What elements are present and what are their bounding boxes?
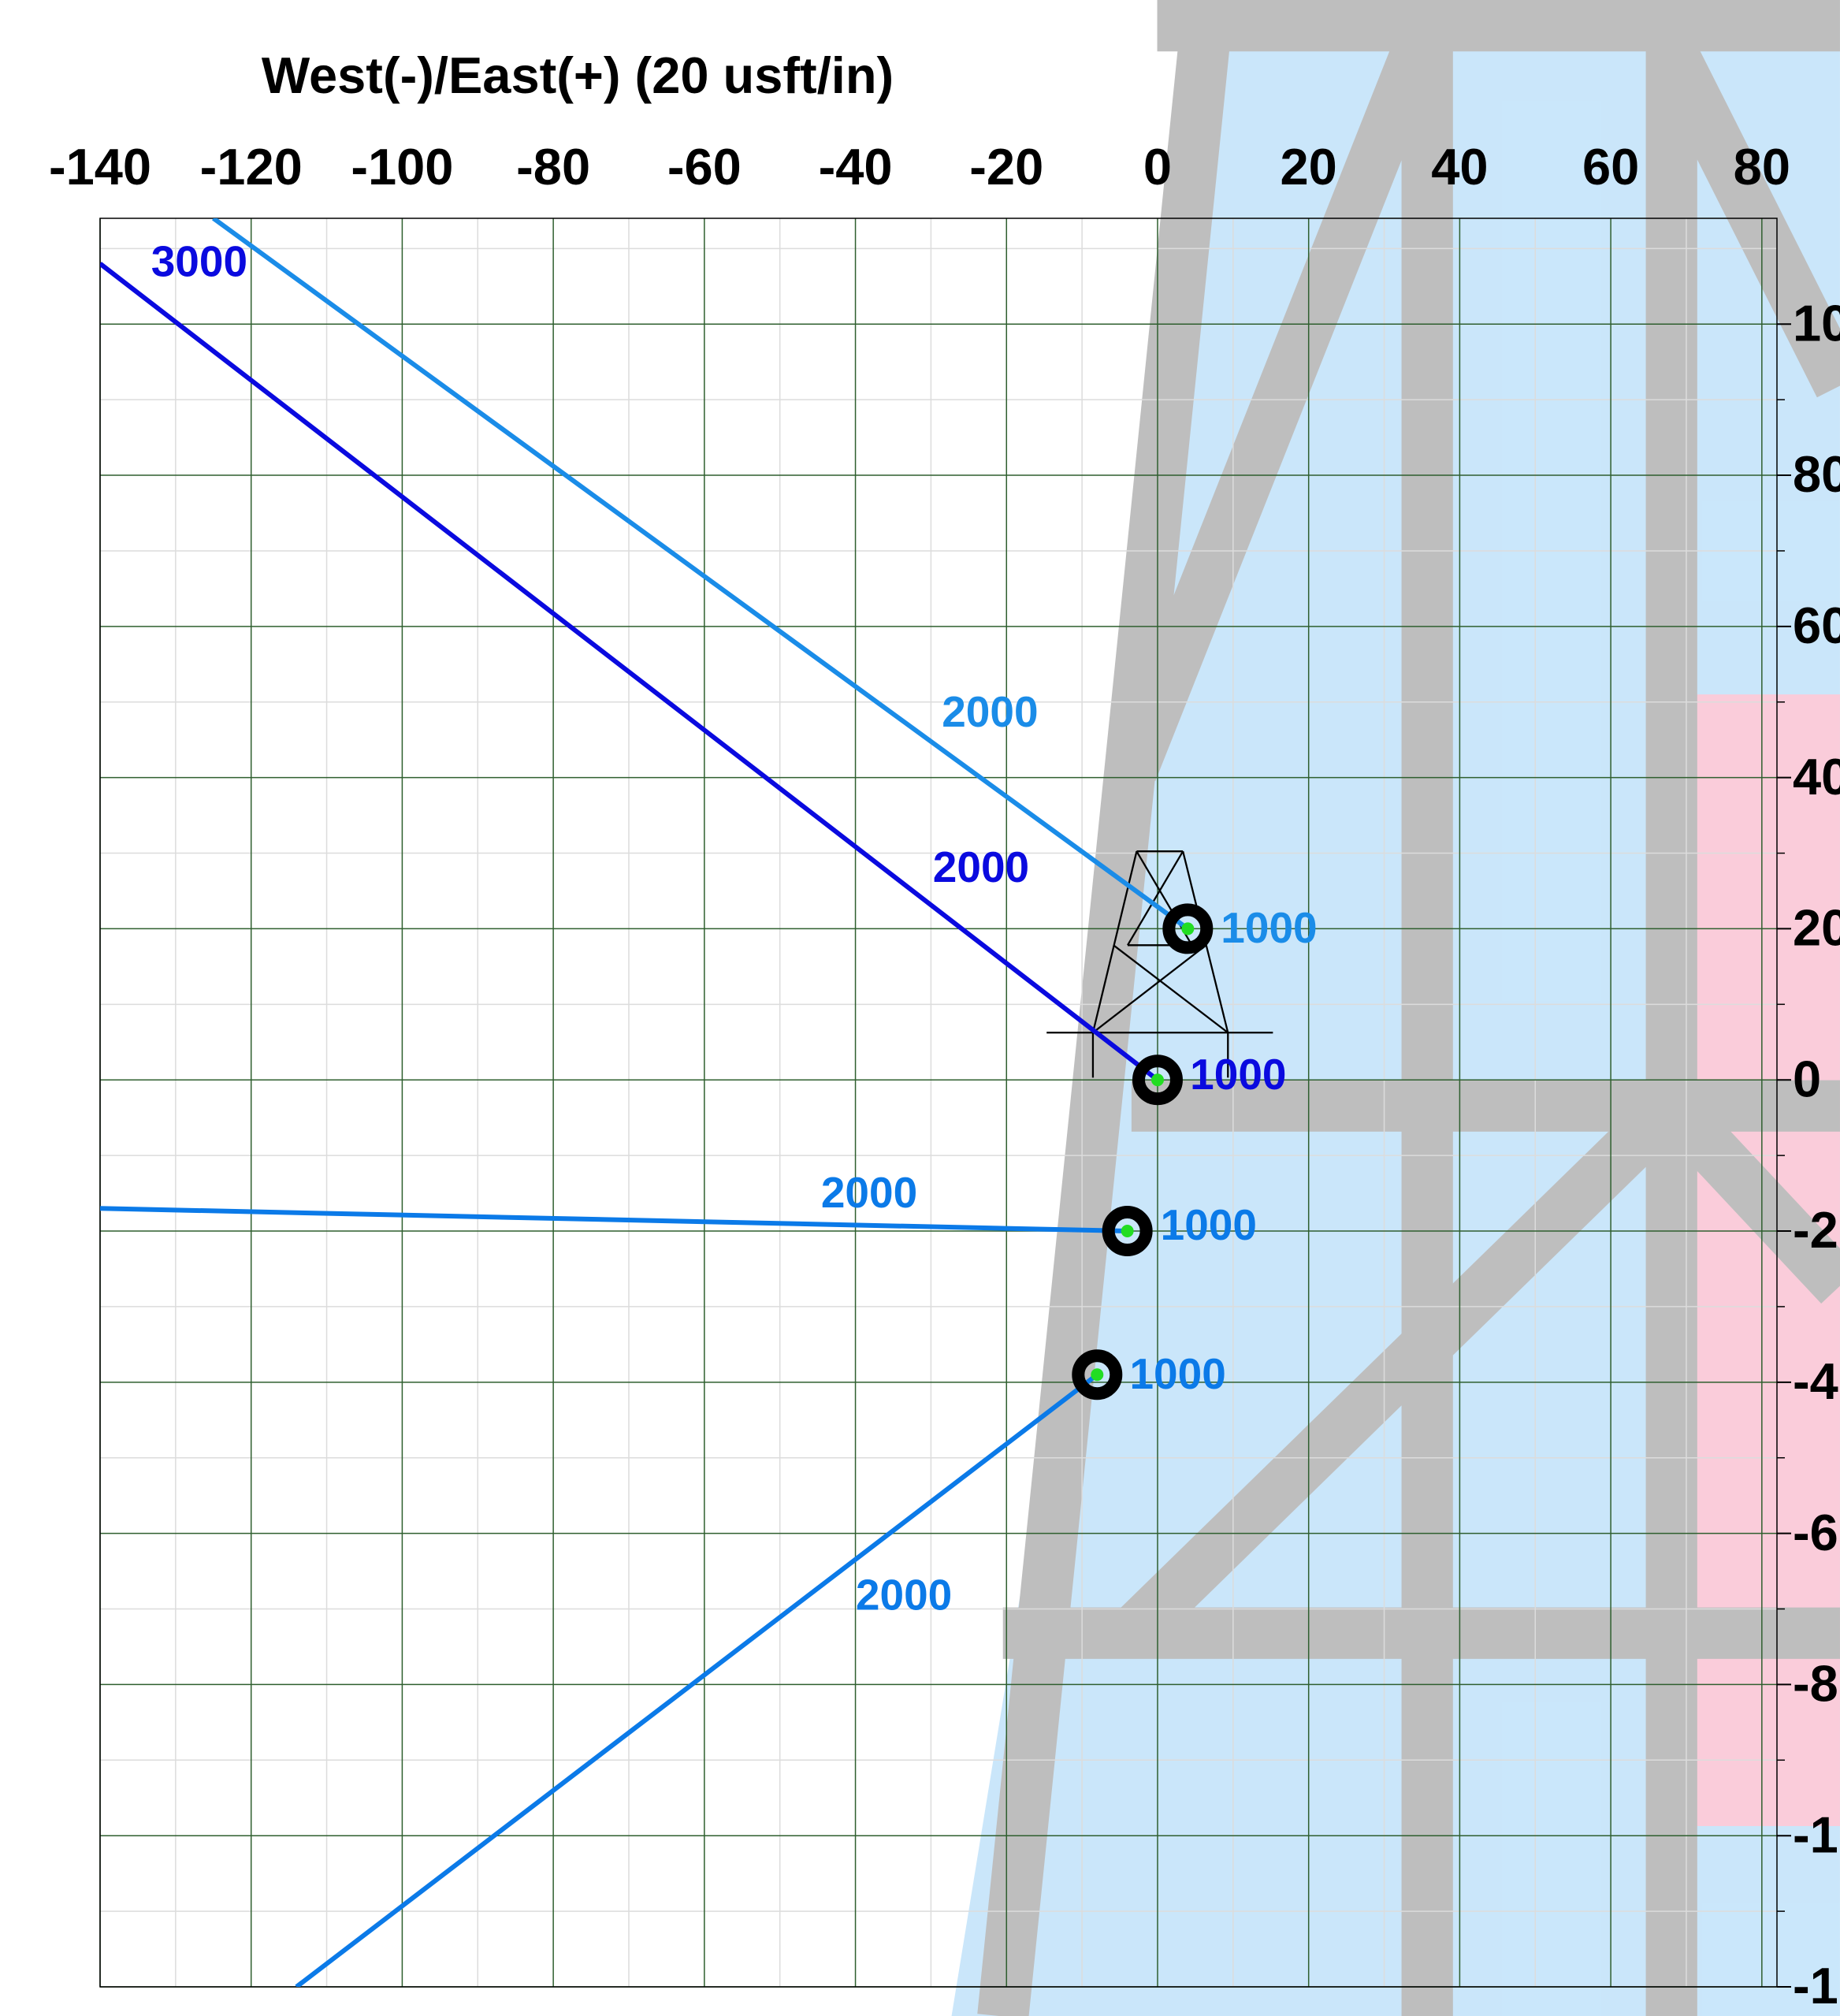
y-tick-label: 80 bbox=[1793, 445, 1840, 503]
x-tick-label: 20 bbox=[1281, 138, 1337, 195]
y-tick-label: -80 bbox=[1793, 1655, 1840, 1713]
y-tick-label: -40 bbox=[1793, 1352, 1840, 1410]
y-tick-label: 20 bbox=[1793, 899, 1840, 957]
x-tick-label: 40 bbox=[1431, 138, 1488, 195]
x-tick-label: 0 bbox=[1143, 138, 1172, 195]
traces bbox=[100, 218, 1190, 1987]
x-tick-label: -120 bbox=[200, 138, 303, 195]
well-marker bbox=[1132, 1054, 1183, 1106]
x-tick-label: 80 bbox=[1734, 138, 1790, 195]
depth-label: 1000 bbox=[1221, 903, 1317, 952]
chart-title: West(-)/East(+) (20 usft/in) bbox=[262, 46, 894, 104]
y-tick-label: 60 bbox=[1793, 597, 1840, 654]
background-image bbox=[951, 0, 1840, 2016]
depth-label: 2000 bbox=[821, 1168, 917, 1217]
y-tick-label: 100 bbox=[1793, 294, 1840, 351]
y-tick-label: -20 bbox=[1793, 1201, 1840, 1259]
well-marker bbox=[1162, 903, 1214, 954]
x-tick-label: -100 bbox=[351, 138, 453, 195]
depth-label: 2000 bbox=[942, 687, 1038, 736]
y-tick-label: -60 bbox=[1793, 1504, 1840, 1561]
depth-label: 1000 bbox=[1161, 1200, 1257, 1249]
x-tick-label: -60 bbox=[667, 138, 742, 195]
well-marker-center bbox=[1121, 1225, 1134, 1238]
well-marker-center bbox=[1181, 922, 1195, 935]
x-tick-label: 60 bbox=[1582, 138, 1639, 195]
plot-frame bbox=[99, 218, 1778, 1988]
depth-label: 1000 bbox=[1129, 1349, 1225, 1398]
well-trace bbox=[100, 262, 1159, 1082]
depth-label: 2000 bbox=[856, 1571, 952, 1620]
well-marker-center bbox=[1091, 1368, 1104, 1382]
x-tick-label: -80 bbox=[516, 138, 590, 195]
x-tick-label: -40 bbox=[819, 138, 893, 195]
x-tick-label: -140 bbox=[49, 138, 151, 195]
depth-label: 2000 bbox=[933, 842, 1029, 891]
y-tick-label: 40 bbox=[1793, 748, 1840, 805]
y-tick-label: -120 bbox=[1793, 1957, 1840, 2014]
well-marker bbox=[1102, 1206, 1153, 1257]
x-tick-label: -20 bbox=[969, 138, 1043, 195]
well-trace bbox=[100, 1206, 1128, 1234]
well-trace bbox=[295, 1372, 1099, 1987]
y-tick-label: -100 bbox=[1793, 1806, 1840, 1863]
depth-label: 3000 bbox=[151, 237, 247, 286]
well-trace bbox=[212, 218, 1190, 931]
depth-label: 1000 bbox=[1190, 1050, 1286, 1099]
y-tick-label: 0 bbox=[1793, 1050, 1821, 1107]
well-marker bbox=[1072, 1349, 1123, 1400]
well-marker-center bbox=[1150, 1073, 1164, 1087]
